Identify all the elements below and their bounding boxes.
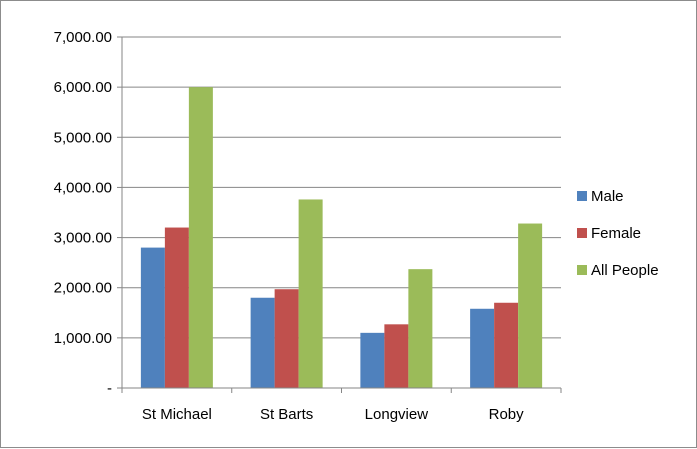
bar — [298, 199, 323, 388]
bar — [140, 247, 165, 388]
bar — [360, 332, 385, 388]
legend-item: Female — [577, 225, 641, 242]
x-axis-ticks: St Michael St Barts Longview Roby — [121, 388, 562, 423]
legend-label: Male — [591, 188, 624, 205]
y-tick-label: 7,000.00 — [54, 29, 112, 46]
y-tick-label: 3,000.00 — [54, 230, 112, 247]
y-tick-label: 5,000.00 — [54, 129, 112, 146]
y-tick-label: 1,000.00 — [54, 330, 112, 347]
y-tick-label: 4,000.00 — [54, 179, 112, 196]
legend: Male Female All People — [577, 188, 659, 279]
y-axis-ticks: - 1,000.00 2,000.00 3,000.00 4,000.00 5,000.0… — [54, 29, 122, 397]
legend-swatch — [577, 265, 587, 275]
bar — [408, 269, 433, 388]
bar — [274, 289, 299, 388]
bar — [250, 297, 275, 388]
x-tick-label: St Michael — [142, 406, 212, 423]
bar — [518, 223, 543, 388]
bar — [384, 324, 409, 388]
bar — [164, 227, 189, 388]
x-tick-label: Longview — [365, 406, 429, 423]
legend-label: Female — [591, 225, 641, 242]
legend-swatch — [577, 191, 587, 201]
bar — [470, 308, 495, 388]
y-tick-label: - — [107, 380, 112, 397]
bar — [494, 302, 519, 388]
legend-swatch — [577, 228, 587, 238]
x-tick-label: Roby — [489, 406, 525, 423]
legend-label: All People — [591, 262, 659, 279]
y-tick-label: 6,000.00 — [54, 79, 112, 96]
bar — [188, 87, 213, 389]
legend-item: All People — [577, 262, 659, 279]
bars — [140, 87, 543, 389]
y-tick-label: 2,000.00 — [54, 280, 112, 297]
legend-item: Male — [577, 188, 624, 205]
x-tick-label: St Barts — [260, 406, 313, 423]
